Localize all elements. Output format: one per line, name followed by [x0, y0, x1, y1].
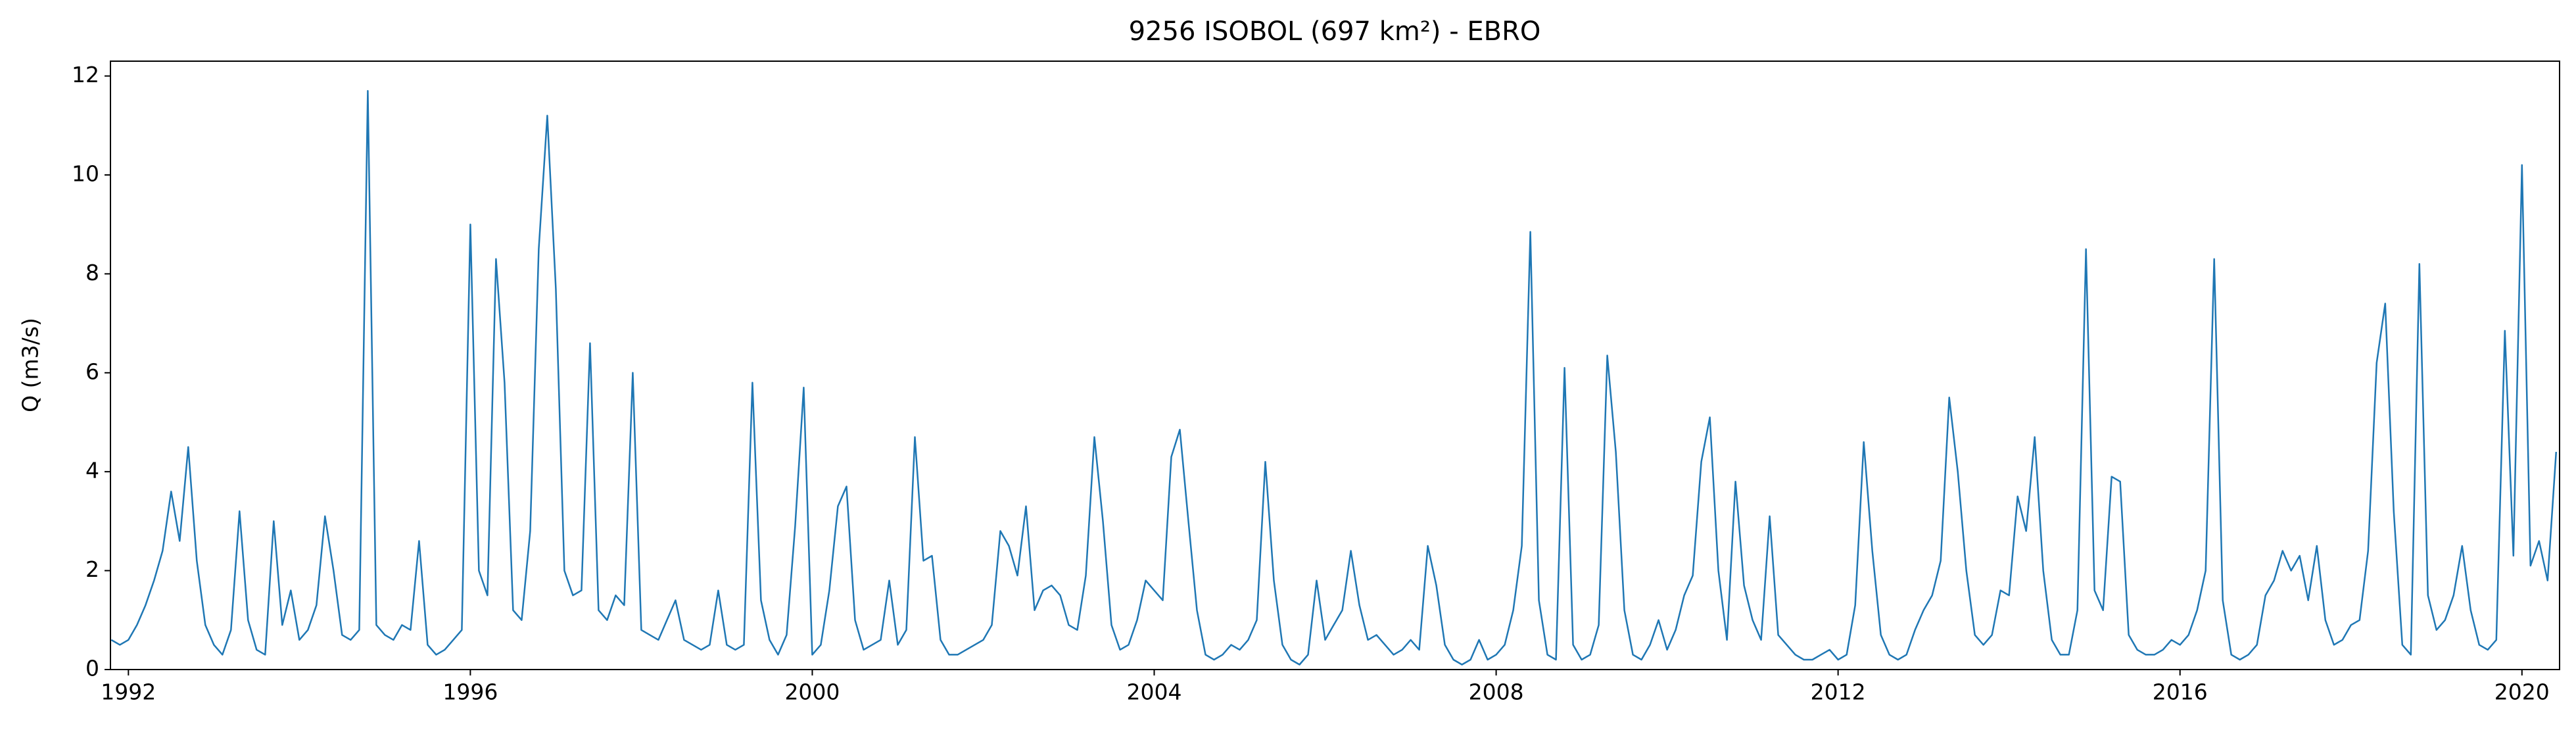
chart-title: 9256 ISOBOL (697 km²) - EBRO [1129, 16, 1541, 47]
y-axis-label: Q (m3/s) [18, 318, 43, 412]
y-tick-label: 0 [85, 656, 99, 681]
x-tick-label: 2004 [1127, 679, 1182, 705]
x-tick-label: 2020 [2494, 679, 2550, 705]
data-line [110, 89, 2558, 666]
plot-frame [110, 61, 2560, 670]
y-tick-label: 4 [85, 458, 99, 483]
y-tick-label: 2 [85, 556, 99, 582]
x-tick-label: 2000 [784, 679, 840, 705]
y-tick-label: 6 [85, 358, 99, 384]
x-tick-label: 1992 [101, 679, 156, 705]
x-tick-label: 2012 [1811, 679, 1866, 705]
x-tick-label: 2016 [2153, 679, 2208, 705]
y-tick-label: 12 [72, 62, 99, 87]
x-tick-label: 2008 [1469, 679, 1524, 705]
x-tick-label: 1996 [442, 679, 498, 705]
y-tick-label: 10 [72, 160, 99, 186]
y-tick-label: 8 [85, 260, 99, 285]
